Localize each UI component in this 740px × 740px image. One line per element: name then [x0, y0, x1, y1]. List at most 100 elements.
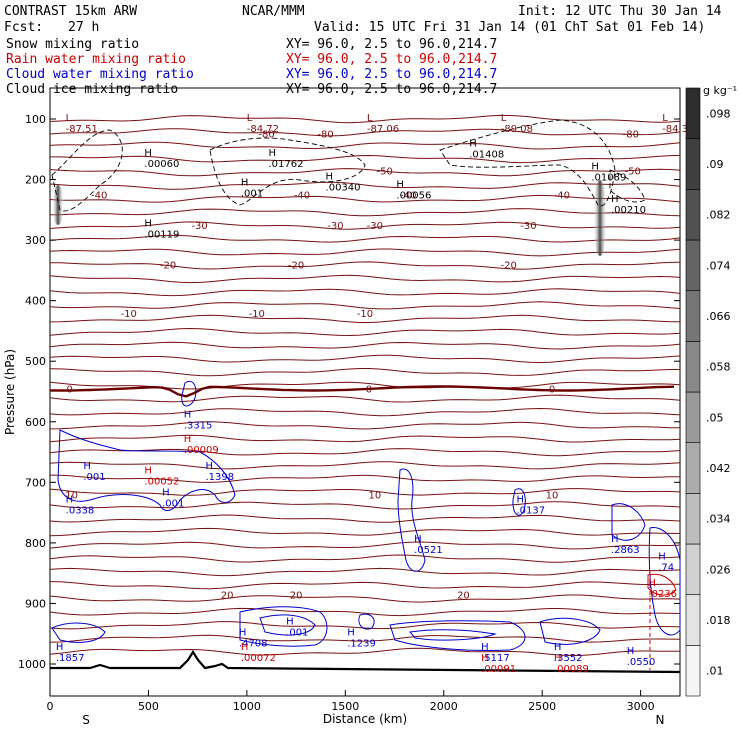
cw-contour-7	[239, 606, 328, 647]
isotherm-label-27: 20	[457, 590, 470, 601]
extremum-marker-30: H	[347, 628, 355, 639]
isotherm-4	[49, 168, 681, 177]
extremum-marker-18: H	[205, 461, 213, 472]
extremum-marker-4: L	[662, 113, 668, 124]
colorbar-label-8: .074	[706, 259, 731, 272]
isotherm-1	[49, 128, 681, 137]
isotherm-17	[49, 341, 681, 350]
isotherm-label-2: -80	[623, 130, 639, 141]
cw-contour-6	[648, 526, 681, 636]
isotherm-13	[49, 288, 681, 297]
extremum-value-13: .00119	[144, 229, 179, 240]
y-tick-label-7: 800	[25, 537, 46, 550]
rain-contour-2	[647, 573, 677, 596]
x-axis-ticks: 0 500 1000 1500 2000 2500 3000	[47, 690, 655, 713]
init-time: Init: 12 UTC Thu 30 Jan 14	[518, 4, 722, 19]
extremum-value-0: -87.51	[66, 124, 98, 135]
extremum-value-18: .1398	[205, 472, 234, 483]
isotherm-31	[49, 527, 681, 537]
extremum-value-4: -84.37	[662, 124, 694, 135]
north-label: N	[656, 713, 665, 727]
extremum-marker-21: H	[414, 534, 422, 545]
extremum-marker-31: H	[481, 642, 489, 653]
isotherm-34	[49, 567, 681, 577]
extremum-marker-34: H	[554, 653, 562, 664]
isotherm-label-15: -20	[501, 260, 517, 271]
isotherm-11	[50, 261, 681, 270]
extremum-marker-1: L	[247, 113, 253, 124]
colorbar-swatch-4	[685, 442, 701, 494]
isotherm-14	[49, 301, 681, 310]
extremum-value-21: .0521	[414, 545, 443, 556]
extremum-marker-11: H	[591, 161, 599, 172]
isotherm-12	[49, 274, 681, 284]
y-tick-label-8: 900	[25, 597, 46, 610]
extremum-value-1: -84.72	[247, 124, 279, 135]
colorbar-label-10: .09	[706, 158, 724, 171]
x-tick-label-5: 2500	[528, 700, 556, 713]
isotherm-label-17: -10	[249, 309, 265, 320]
isotherm-label-12: -30	[520, 221, 536, 232]
extremum-value-27: .1857	[56, 653, 85, 664]
extremum-marker-25: H	[648, 578, 656, 589]
cloud-water-contours	[51, 380, 681, 652]
extremum-marker-9: H	[326, 172, 334, 183]
isotherm-39	[49, 634, 681, 643]
isotherm-18	[49, 354, 681, 364]
extremum-marker-33: H	[554, 642, 562, 653]
isotherm-35	[49, 581, 681, 590]
y-tick-label-1: 200	[25, 174, 46, 187]
isotherm-label-11: -30	[367, 221, 383, 232]
isotherm-19	[49, 368, 680, 377]
extremum-marker-7: H	[469, 138, 477, 149]
extremum-value-22: .0137	[517, 505, 546, 516]
extremum-marker-24: H	[658, 551, 666, 562]
isotherm-27	[49, 474, 680, 483]
colorbar-label-7: .066	[706, 310, 731, 323]
isotherm-29	[49, 501, 681, 510]
extremum-value-19: .001	[162, 499, 184, 510]
isotherm-label-14: -20	[288, 260, 304, 271]
colorbar-swatch-0	[685, 645, 701, 697]
extremum-marker-26: H	[286, 617, 294, 628]
cw-contour-10	[389, 620, 526, 652]
isotherm-label-19: 0	[67, 384, 73, 395]
isotherm-label-16: -10	[121, 309, 137, 320]
y-tick-label-2: 300	[25, 234, 46, 247]
extremum-marker-10: H	[396, 180, 404, 191]
y-tick-label-4: 500	[25, 355, 46, 368]
extremum-value-16: .001	[83, 472, 105, 483]
colorbar-label-4: .042	[706, 462, 731, 475]
isotherm-37	[49, 607, 681, 617]
field-cloud-ice-xy: XY= 96.0, 2.5 to 96.0,214.7	[286, 82, 497, 97]
isotherm-label-0: -80	[258, 130, 274, 141]
isotherm-label-3: -50	[377, 166, 393, 177]
y-tick-label-6: 700	[25, 476, 46, 489]
isotherm-label-1: -80	[317, 130, 333, 141]
colorbar-swatch-8	[685, 239, 701, 291]
extremum-marker-23: H	[611, 534, 619, 545]
isotherm-label-8: -40	[554, 191, 570, 202]
extremum-marker-12: H	[611, 194, 619, 205]
colorbar: .01 .018 .026 .034 .042 .05 .058 .066 .074 .082 .0…	[685, 87, 731, 697]
field-cloud-water-xy: XY= 96.0, 2.5 to 96.0,214.7	[286, 67, 497, 82]
extremum-marker-16: H	[83, 461, 91, 472]
x-tick-label-3: 1500	[331, 700, 359, 713]
extremum-value-9: .00340	[326, 183, 361, 194]
forecast-hour: 27 h	[68, 20, 99, 35]
y-axis-title: Pressure (hPa)	[3, 349, 17, 435]
isotherm-25	[49, 448, 681, 457]
isotherm-zero-bold	[49, 385, 675, 398]
isotherm-26	[49, 461, 681, 470]
extremum-value-7: .01408	[469, 149, 504, 160]
isotherm-label-13: -20	[160, 260, 176, 271]
extremum-value-32: .00091	[481, 664, 516, 675]
cw-contour-12	[539, 617, 601, 645]
colorbar-label-11: .098	[706, 107, 731, 120]
extremum-value-28: .4708	[239, 639, 268, 650]
colorbar-swatch-3	[685, 493, 701, 545]
rain-contours	[647, 570, 677, 670]
isotherm-label-24: 10	[546, 490, 559, 501]
y-tick-label-3: 400	[25, 295, 46, 308]
isotherm-36	[49, 594, 681, 603]
